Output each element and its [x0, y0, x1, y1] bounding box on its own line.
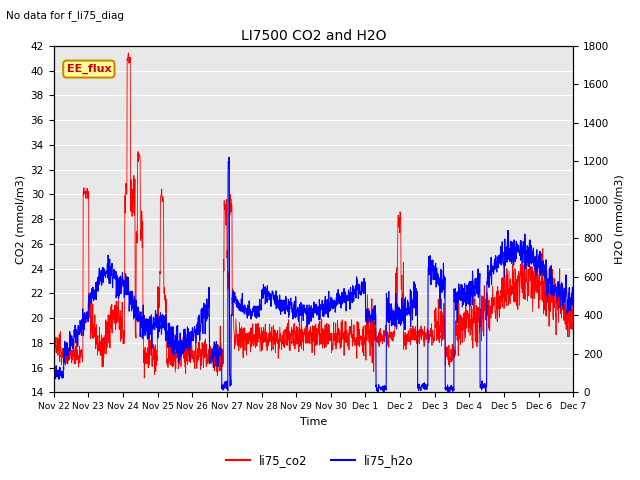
Y-axis label: CO2 (mmol/m3): CO2 (mmol/m3) [15, 175, 25, 264]
Text: No data for f_li75_diag: No data for f_li75_diag [6, 10, 124, 21]
Legend: li75_co2, li75_h2o: li75_co2, li75_h2o [221, 449, 419, 472]
Text: EE_flux: EE_flux [67, 64, 111, 74]
Title: LI7500 CO2 and H2O: LI7500 CO2 and H2O [241, 29, 387, 43]
Y-axis label: H2O (mmol/m3): H2O (mmol/m3) [615, 174, 625, 264]
X-axis label: Time: Time [300, 417, 327, 427]
